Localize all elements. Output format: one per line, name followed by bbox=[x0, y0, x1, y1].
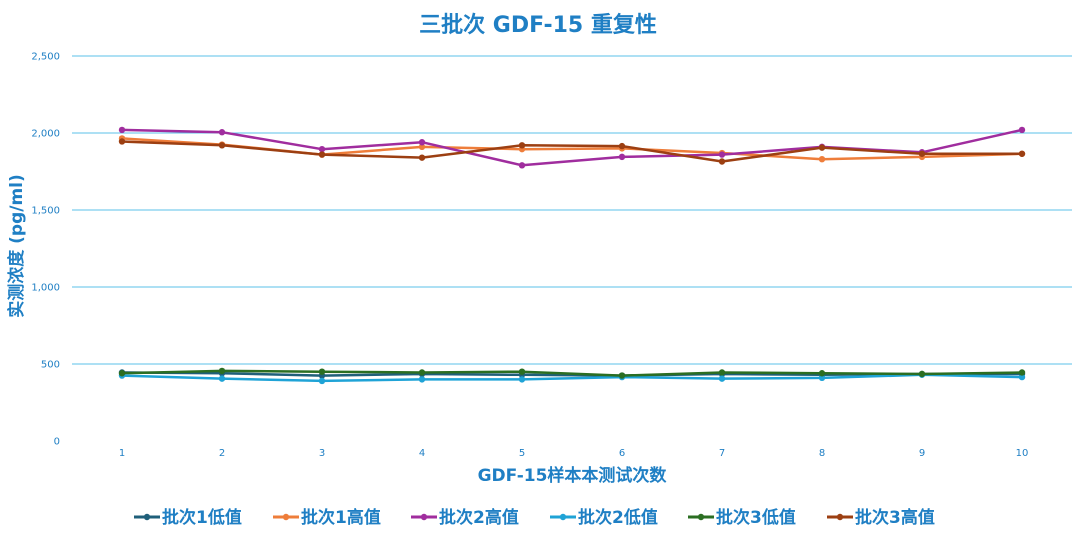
data-point bbox=[618, 372, 626, 379]
series-line bbox=[121, 373, 1023, 383]
data-point bbox=[118, 370, 126, 377]
legend-item: 批次2低值 bbox=[550, 507, 658, 528]
legend-item: 批次3低值 bbox=[688, 507, 796, 528]
data-point bbox=[418, 143, 426, 151]
series-layer bbox=[118, 126, 1026, 385]
data-point bbox=[818, 144, 826, 151]
data-point bbox=[418, 369, 426, 376]
data-point bbox=[318, 151, 326, 158]
x-tick-label: 9 bbox=[919, 448, 925, 459]
data-point bbox=[318, 368, 326, 375]
data-point bbox=[218, 367, 226, 375]
series-line bbox=[121, 369, 1023, 377]
data-point bbox=[218, 129, 226, 136]
y-tick-label: 500 bbox=[41, 360, 60, 371]
y-tick-label: 1,500 bbox=[31, 206, 60, 217]
data-point bbox=[418, 376, 426, 383]
x-tick-label: 3 bbox=[319, 448, 325, 459]
data-point bbox=[618, 153, 626, 161]
data-point bbox=[318, 145, 326, 153]
x-tick-label: 10 bbox=[1016, 448, 1029, 459]
data-point bbox=[1018, 373, 1026, 381]
x-tick-label: 4 bbox=[419, 448, 425, 459]
legend-swatch-marker bbox=[836, 513, 844, 521]
legend-swatch-marker bbox=[282, 513, 290, 521]
data-point bbox=[518, 368, 526, 375]
legend-label: 批次1高值 bbox=[301, 507, 381, 528]
x-tick-label: 1 bbox=[119, 448, 125, 459]
legend-swatch-marker bbox=[143, 513, 151, 521]
series-line bbox=[121, 140, 1022, 163]
legend-item: 批次3高值 bbox=[827, 507, 935, 528]
y-tick-label: 2,000 bbox=[31, 129, 60, 140]
legend-swatch-marker bbox=[420, 513, 428, 521]
x-axis-label: GDF-15样本本测试次数 bbox=[478, 465, 668, 486]
data-point bbox=[1018, 126, 1026, 134]
data-point bbox=[918, 150, 926, 157]
legend-label: 批次2低值 bbox=[578, 507, 658, 528]
legend-label: 批次1低值 bbox=[162, 507, 242, 528]
data-point bbox=[818, 370, 826, 377]
data-point bbox=[518, 376, 526, 383]
data-point bbox=[718, 369, 726, 376]
data-point bbox=[1018, 150, 1026, 157]
gridlines bbox=[72, 55, 1072, 365]
y-tick-label: 1,000 bbox=[31, 283, 60, 294]
x-tick-label: 6 bbox=[619, 448, 625, 459]
y-tick-label: 2,500 bbox=[31, 52, 60, 63]
legend-item: 批次1低值 bbox=[134, 507, 242, 528]
legend-label: 批次2高值 bbox=[439, 507, 519, 528]
data-point bbox=[818, 374, 826, 382]
legend-item: 批次1高值 bbox=[273, 507, 381, 528]
legend-swatch-marker bbox=[559, 513, 567, 521]
data-point bbox=[418, 154, 426, 161]
legend-label: 批次3高值 bbox=[855, 507, 935, 528]
data-point bbox=[718, 158, 726, 165]
legend: 批次1低值 批次1高值 批次2高值 批次2低值 批次3低值 批次3高值 bbox=[134, 507, 935, 528]
data-point bbox=[418, 139, 426, 146]
data-point bbox=[918, 370, 926, 378]
x-tick-label: 8 bbox=[819, 448, 825, 459]
data-point bbox=[518, 162, 526, 169]
legend-label: 批次3低值 bbox=[716, 507, 796, 528]
data-point bbox=[218, 375, 226, 382]
x-tick-label: 5 bbox=[519, 448, 525, 459]
y-axis-ticks: 0 500 1,000 1,500 2,000 2,500 bbox=[31, 52, 60, 448]
legend-swatch-marker bbox=[697, 513, 705, 521]
y-tick-label: 0 bbox=[54, 437, 60, 448]
series bbox=[118, 138, 1026, 165]
data-point bbox=[518, 142, 526, 149]
data-point bbox=[618, 142, 626, 150]
data-point bbox=[118, 126, 126, 134]
x-tick-label: 2 bbox=[219, 448, 225, 459]
data-point bbox=[818, 155, 826, 163]
data-point bbox=[718, 375, 726, 382]
data-point bbox=[1018, 369, 1026, 376]
series bbox=[118, 367, 1026, 379]
data-point bbox=[318, 377, 326, 385]
y-axis-label: 实测浓度 (pg/ml) bbox=[6, 174, 27, 318]
x-axis-ticks: 1 2 3 4 5 6 7 8 9 10 bbox=[119, 448, 1029, 459]
data-point bbox=[718, 151, 726, 158]
data-point bbox=[118, 138, 126, 145]
data-point bbox=[218, 142, 226, 149]
legend-item: 批次2高值 bbox=[411, 507, 519, 528]
x-tick-label: 7 bbox=[719, 448, 725, 459]
chart-title: 三批次 GDF-15 重复性 bbox=[419, 12, 657, 38]
